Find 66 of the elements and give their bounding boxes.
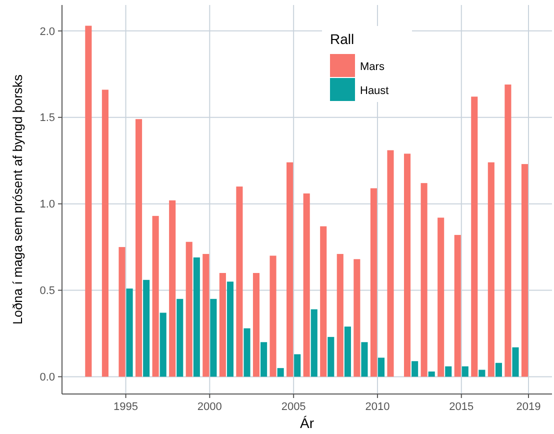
legend-label: Haust (360, 84, 389, 97)
bar (336, 254, 344, 377)
bar (236, 186, 243, 377)
bar (260, 342, 268, 377)
bar (85, 26, 92, 377)
bar (328, 336, 334, 377)
bar (210, 298, 217, 377)
x-tick-label: 2015 (449, 401, 474, 413)
x-tick-label: 2000 (197, 401, 222, 413)
bar (252, 272, 260, 377)
bar (478, 370, 486, 377)
bar (193, 257, 200, 377)
bar (428, 372, 435, 377)
y-tick-label: 1.5 (40, 112, 55, 124)
bar (438, 218, 444, 377)
y-tick-label: 2.0 (40, 26, 55, 38)
x-axis-title: Ár (300, 415, 314, 431)
bar (219, 272, 226, 377)
bar (160, 312, 166, 377)
bar (412, 361, 418, 377)
bar (387, 150, 394, 377)
bar (370, 188, 377, 377)
bar (143, 280, 150, 377)
bar (135, 119, 142, 377)
y-tick-label: 0.0 (40, 372, 55, 384)
bar (354, 259, 360, 377)
bar (521, 164, 528, 377)
bar (226, 282, 234, 377)
bar (320, 226, 327, 377)
bar (152, 216, 159, 377)
bar (471, 96, 478, 377)
legend-label: Mars (360, 60, 385, 73)
bar (378, 358, 385, 377)
bar (277, 368, 284, 377)
bar (454, 234, 461, 377)
bar (294, 354, 301, 377)
bar (344, 326, 351, 377)
bar (186, 242, 192, 377)
bar (445, 366, 452, 377)
bar (420, 183, 428, 377)
bar (202, 254, 210, 377)
x-tick-label: 2019 (516, 401, 541, 413)
bar (512, 347, 519, 377)
x-tick-label: 2010 (365, 401, 390, 413)
bar (404, 154, 411, 377)
legend-title: Rall (330, 31, 354, 47)
x-tick-label: 2005 (281, 401, 306, 413)
bar (176, 298, 184, 377)
y-tick-label: 1.0 (40, 198, 55, 211)
bar (169, 200, 176, 377)
y-axis-title: Loðna í maga sem prósent af byngd þorsks (10, 74, 25, 325)
bar (126, 288, 133, 377)
x-tick-label: 1995 (114, 401, 138, 413)
bar (286, 162, 294, 377)
bar (495, 362, 502, 377)
bar (310, 309, 318, 377)
bar (118, 247, 126, 377)
bar (303, 193, 310, 377)
bar (270, 256, 276, 377)
bar (488, 162, 494, 377)
bar (244, 328, 250, 377)
y-tick-label: 0.5 (40, 285, 55, 298)
bar (462, 366, 468, 377)
bar (361, 342, 368, 377)
bar (504, 84, 512, 377)
bar (102, 90, 108, 377)
